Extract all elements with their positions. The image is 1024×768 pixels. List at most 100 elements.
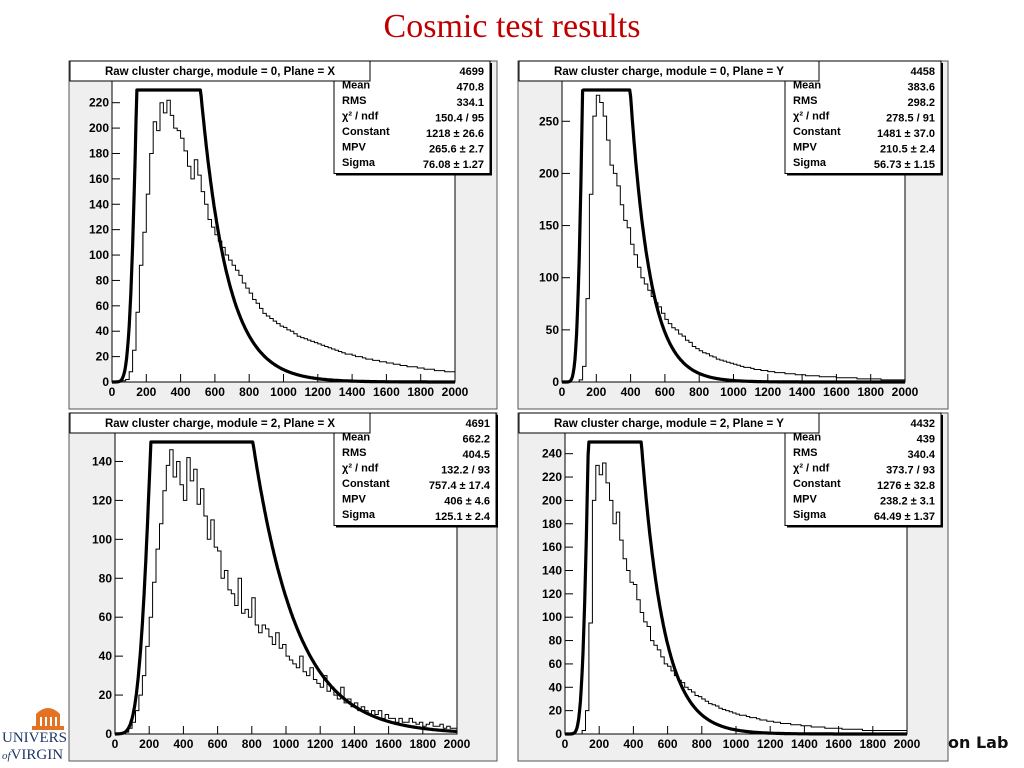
x-tick-label: 600 [658, 737, 678, 751]
stat-value: 210.5 ± 2.4 [880, 144, 936, 156]
stat-value: 1276 ± 32.8 [877, 480, 935, 492]
stat-value: 662.2 [462, 434, 490, 446]
x-tick-label: 1200 [754, 385, 781, 399]
stat-key: MPV [793, 494, 818, 506]
stat-key: Mean [342, 432, 370, 444]
x-tick-label: 400 [173, 737, 193, 751]
histogram-steps [112, 99, 455, 383]
y-tick-label: 60 [96, 299, 110, 313]
stat-value: 4691 [466, 418, 490, 430]
x-tick-label: 0 [562, 737, 569, 751]
stat-key: RMS [793, 95, 817, 107]
y-tick-label: 80 [549, 634, 563, 648]
title-box [69, 412, 371, 434]
histogram-panel-module2-y: 0 200 400 600 800 1000 1200 1400 1600 1800 2000 0 20… [517, 412, 949, 762]
stat-value: 265.6 ± 2.7 [429, 144, 484, 156]
stat-value: 150.4 / 95 [435, 113, 484, 125]
stat-value: 1481 ± 37.0 [877, 128, 935, 140]
y-tick-label: 80 [96, 273, 110, 287]
stat-key: Constant [793, 126, 841, 138]
fit-curve [114, 440, 458, 736]
stat-value: 340.4 [907, 449, 935, 461]
x-tick-label: 800 [692, 737, 712, 751]
y-tick-label: 0 [552, 375, 559, 389]
y-tick-label: 0 [105, 727, 112, 741]
x-tick-label: 600 [208, 737, 228, 751]
histogram-title: Raw cluster charge, module = 2, Plane = … [554, 418, 784, 430]
stat-value: 278.5 / 91 [886, 113, 935, 125]
x-tick-label: 1400 [789, 385, 816, 399]
stat-value: 406 ± 4.6 [444, 496, 490, 508]
stat-value: 238.2 ± 3.1 [880, 496, 935, 508]
x-tick-label: 200 [589, 737, 609, 751]
x-tick-label: 2000 [442, 385, 469, 399]
x-tick-label: 1000 [273, 737, 300, 751]
x-tick-label: 1000 [270, 385, 297, 399]
stat-key: Mean [793, 432, 821, 444]
stat-key: MPV [342, 494, 367, 506]
slide-title: Cosmic test results [383, 8, 641, 45]
stat-key: χ² / ndf [793, 111, 830, 123]
y-tick-label: 200 [542, 493, 562, 507]
x-tick-label: 1400 [339, 385, 366, 399]
y-tick-label: 100 [89, 248, 109, 262]
histogram-steps [565, 462, 907, 735]
histogram-steps [562, 94, 905, 383]
y-tick-label: 240 [542, 447, 562, 461]
stat-key: Constant [793, 478, 841, 490]
y-tick-label: 140 [89, 197, 109, 211]
histogram-panel-module0-y: 0 200 400 600 800 1000 1200 1400 1600 1800 2000 0 50… [517, 60, 949, 410]
x-tick-label: 200 [586, 385, 606, 399]
x-tick-label: 1000 [723, 737, 750, 751]
y-tick-label: 60 [549, 657, 563, 671]
stat-key: Mean [342, 80, 370, 92]
y-tick-label: 220 [89, 96, 109, 110]
y-tick-label: 150 [539, 219, 559, 233]
stat-value: 757.4 ± 17.4 [429, 480, 491, 492]
title-box [69, 60, 371, 82]
x-tick-label: 2000 [444, 737, 471, 751]
histogram-title: Raw cluster charge, module = 0, Plane = … [554, 66, 784, 78]
x-tick-label: 800 [242, 737, 262, 751]
y-tick-label: 40 [99, 649, 113, 663]
stat-value: 4699 [460, 66, 484, 78]
x-tick-label: 200 [136, 385, 156, 399]
y-tick-label: 100 [542, 610, 562, 624]
x-tick-label: 1600 [375, 737, 402, 751]
title-box [518, 412, 820, 434]
y-tick-label: 80 [99, 571, 113, 585]
x-tick-label: 0 [109, 385, 116, 399]
y-tick-label: 50 [546, 323, 560, 337]
stat-key: χ² / ndf [793, 463, 830, 475]
stat-value: 470.8 [456, 82, 484, 94]
y-tick-label: 200 [89, 121, 109, 135]
title-box [518, 60, 820, 82]
rotunda-dome-icon [32, 708, 64, 730]
y-tick-label: 160 [542, 540, 562, 554]
x-tick-label: 800 [239, 385, 259, 399]
stat-value: 76.08 ± 1.27 [423, 159, 484, 171]
logo-prefix: of [2, 750, 11, 762]
x-tick-label: 400 [623, 737, 643, 751]
stat-value: 132.2 / 93 [441, 465, 490, 477]
y-tick-label: 160 [89, 172, 109, 186]
x-tick-label: 1200 [304, 385, 331, 399]
x-tick-label: 1800 [859, 737, 886, 751]
histogram-panel-module2-x: 0 200 400 600 800 1000 1200 1400 1600 1800 2000 0 20… [68, 412, 498, 762]
stat-value: 404.5 [462, 449, 490, 461]
footer-lab-text: on Lab [948, 733, 1009, 752]
stat-key: Sigma [342, 157, 376, 169]
x-tick-label: 1600 [823, 385, 850, 399]
histogram-title: Raw cluster charge, module = 2, Plane = … [105, 418, 335, 430]
x-tick-label: 2000 [892, 385, 919, 399]
stat-key: Sigma [793, 157, 827, 169]
x-tick-label: 1800 [409, 737, 436, 751]
stat-key: RMS [793, 447, 817, 459]
y-tick-label: 40 [96, 324, 110, 338]
logo-line-2: ofVIRGIN [2, 747, 67, 765]
y-tick-label: 40 [549, 680, 563, 694]
stat-key: Constant [342, 478, 390, 490]
stat-value: 373.7 / 93 [886, 465, 935, 477]
y-tick-label: 100 [539, 271, 559, 285]
x-tick-label: 1800 [407, 385, 434, 399]
